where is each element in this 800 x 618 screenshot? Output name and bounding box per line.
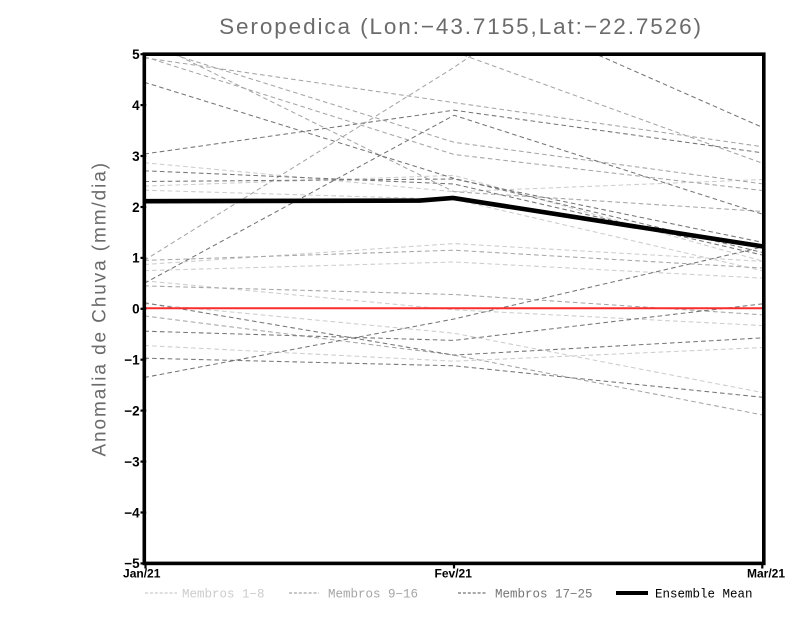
svg-text:−2: −2 [124,403,139,418]
svg-text:Fev/21: Fev/21 [435,567,473,581]
svg-text:Membros 17−25: Membros 17−25 [495,588,593,602]
svg-text:Membros 1−8: Membros 1−8 [182,588,265,602]
svg-text:Membros 9−16: Membros 9−16 [328,588,418,602]
svg-text:0: 0 [132,302,140,317]
svg-text:−4: −4 [124,505,140,520]
svg-text:5: 5 [132,47,140,62]
svg-text:Ensemble Mean: Ensemble Mean [655,588,753,602]
svg-text:Mar/21: Mar/21 [747,567,785,581]
svg-text:Anomalia de Chuva (mm/dia): Anomalia de Chuva (mm/dia) [90,161,111,456]
svg-text:2: 2 [132,200,140,215]
svg-text:−5: −5 [124,556,140,571]
svg-text:−3: −3 [124,454,140,469]
svg-text:Jan/21: Jan/21 [123,567,161,581]
svg-text:3: 3 [132,149,140,164]
svg-text:−1: −1 [124,353,140,368]
svg-text:4: 4 [132,98,140,113]
svg-text:Seropedica (Lon:−43.7155,Lat:−: Seropedica (Lon:−43.7155,Lat:−22.7526) [219,14,703,39]
svg-text:1: 1 [132,251,140,266]
